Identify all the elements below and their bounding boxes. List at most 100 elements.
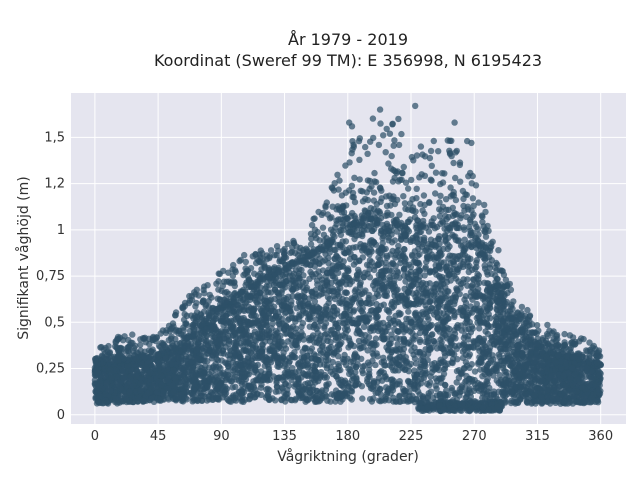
data-point [400, 335, 407, 342]
data-point [200, 389, 207, 396]
data-point [366, 291, 373, 299]
data-point [443, 267, 451, 275]
data-point [412, 301, 419, 308]
data-point [261, 300, 269, 308]
data-point [256, 330, 264, 338]
data-point [341, 274, 348, 282]
data-point [510, 326, 518, 334]
data-point [462, 326, 469, 333]
data-point [553, 386, 560, 393]
data-point [358, 344, 365, 351]
data-point [391, 292, 398, 299]
data-point [144, 390, 151, 397]
data-point [438, 315, 445, 322]
data-point [491, 366, 498, 373]
data-point [312, 316, 319, 323]
data-point [282, 357, 290, 364]
data-point [416, 251, 423, 258]
data-point [351, 288, 359, 295]
data-point [544, 398, 551, 405]
data-point [489, 290, 496, 297]
data-point [221, 391, 228, 398]
data-point [427, 379, 434, 386]
data-point [385, 321, 392, 328]
data-point [333, 365, 340, 373]
data-point [474, 319, 481, 326]
data-point [388, 331, 395, 338]
data-point [291, 383, 298, 390]
data-point [172, 375, 179, 382]
data-point [522, 343, 530, 351]
data-point [400, 357, 407, 364]
data-point [476, 325, 483, 332]
data-point [440, 245, 447, 253]
data-point [464, 316, 471, 323]
data-point [595, 372, 603, 379]
data-point [448, 359, 456, 366]
data-point [332, 323, 339, 330]
data-point [262, 285, 269, 292]
data-point [578, 384, 586, 391]
data-point [379, 235, 386, 242]
data-point [252, 354, 259, 361]
data-point [247, 319, 254, 326]
data-point [261, 316, 268, 323]
data-point [481, 262, 488, 269]
data-point [368, 237, 375, 244]
data-point [229, 359, 237, 366]
data-point [361, 317, 368, 324]
data-point [315, 337, 323, 344]
data-point [349, 316, 356, 323]
data-point [416, 329, 424, 337]
data-point [442, 284, 449, 291]
data-point [417, 228, 425, 236]
data-point [369, 282, 377, 289]
data-point [276, 321, 283, 328]
data-point [497, 345, 504, 352]
data-point [438, 339, 445, 346]
data-point [263, 322, 270, 329]
data-point [418, 361, 425, 369]
data-point [475, 276, 482, 283]
data-point [222, 328, 229, 335]
data-point [371, 294, 378, 301]
data-point [366, 274, 374, 281]
data-point [277, 338, 284, 345]
data-point [405, 283, 413, 290]
data-point [230, 349, 238, 356]
data-point [380, 354, 387, 361]
data-point [449, 258, 457, 265]
data-point [327, 315, 334, 322]
data-point [428, 344, 435, 351]
data-point [94, 369, 102, 376]
data-point [275, 281, 283, 289]
data-point [318, 285, 325, 293]
data-point [571, 371, 579, 378]
data-point [212, 360, 219, 367]
data-point [376, 386, 384, 393]
data-point [544, 387, 551, 394]
data-point [468, 323, 476, 330]
data-point [429, 331, 436, 338]
data-point [321, 361, 328, 368]
data-point [190, 391, 197, 398]
data-point [278, 396, 285, 403]
data-point [473, 263, 480, 271]
data-point [448, 342, 455, 349]
data-point [407, 360, 415, 368]
data-point [269, 320, 276, 327]
data-point [313, 373, 321, 380]
data-point [534, 375, 541, 382]
data-point [461, 236, 468, 243]
data-point [317, 347, 324, 354]
data-point [226, 310, 233, 317]
data-point [548, 372, 555, 379]
data-point [314, 281, 321, 288]
data-point [442, 362, 449, 369]
data-point [393, 248, 400, 255]
data-point [440, 325, 447, 333]
data-point [404, 288, 412, 296]
data-point [355, 231, 363, 239]
data-point [348, 278, 356, 285]
data-point [368, 259, 375, 266]
